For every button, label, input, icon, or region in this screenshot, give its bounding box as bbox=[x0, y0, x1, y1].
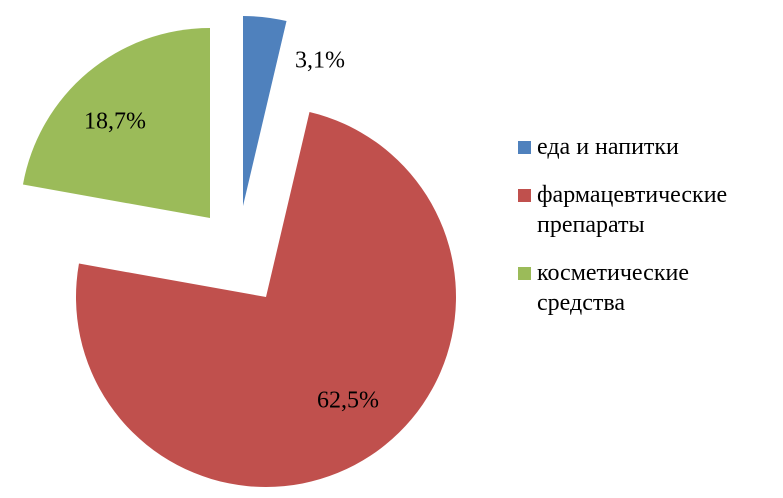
legend-item: еда и напитки bbox=[518, 132, 778, 162]
legend-label: косметические средства bbox=[537, 260, 689, 316]
legend-swatch bbox=[518, 141, 531, 154]
data-label: 3,1% bbox=[295, 48, 345, 74]
data-label: 62,5% bbox=[317, 388, 379, 414]
legend-item: косметические средства bbox=[518, 258, 778, 318]
legend-label: еда и напитки bbox=[537, 134, 679, 160]
pie-slice bbox=[243, 16, 287, 206]
pie-slice bbox=[22, 28, 211, 218]
legend-swatch bbox=[518, 267, 531, 280]
legend-swatch bbox=[518, 189, 531, 202]
legend-item: фармацевтические препараты bbox=[518, 180, 778, 240]
legend: еда и напитки фармацевтические препараты к… bbox=[518, 132, 778, 336]
data-label: 18,7% bbox=[84, 109, 146, 135]
legend-label: фармацевтические препараты bbox=[537, 182, 728, 238]
pie-slice bbox=[76, 112, 457, 488]
